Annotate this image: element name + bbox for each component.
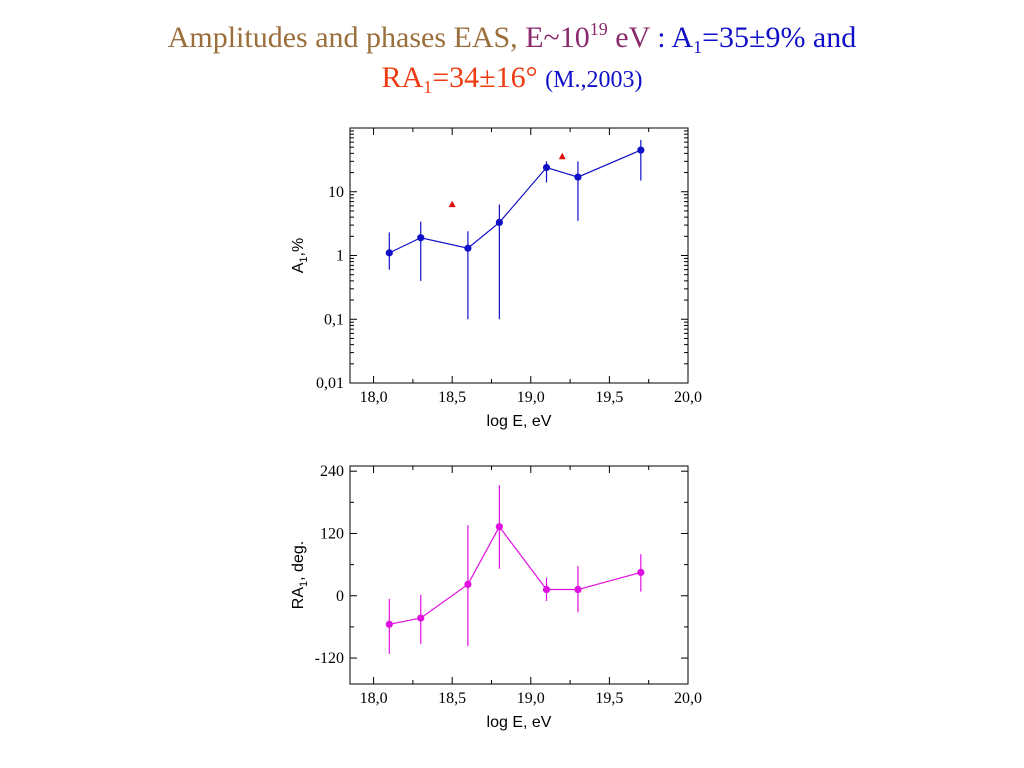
triangle-marker bbox=[448, 200, 456, 208]
y-axis-label-sub: 1 bbox=[298, 581, 310, 587]
title-reference: (M.,2003) bbox=[545, 67, 643, 93]
data-point bbox=[385, 620, 393, 628]
y-axis-label-main: A bbox=[290, 262, 307, 273]
x-tick-label: 20,0 bbox=[674, 389, 702, 406]
x-tick-label: 20,0 bbox=[674, 690, 702, 707]
data-point bbox=[464, 580, 472, 588]
y-axis-label-rest: ,% bbox=[290, 238, 307, 257]
data-point bbox=[637, 568, 645, 577]
series-line bbox=[389, 525, 641, 625]
data-point bbox=[464, 244, 472, 252]
data-point bbox=[417, 234, 425, 242]
y-tick-label: 1 bbox=[336, 248, 344, 265]
y-axis-label-main: RA bbox=[290, 587, 307, 610]
plot-frame bbox=[349, 127, 689, 384]
x-axis-label: log E, eV bbox=[487, 714, 552, 731]
triangle-marker bbox=[558, 152, 566, 160]
y-axis-label: A1,% bbox=[290, 238, 310, 273]
title-text-phase-value: =34±16° bbox=[432, 61, 538, 94]
title-energy-exponent: 19 bbox=[589, 19, 608, 39]
y-tick-label: 120 bbox=[320, 525, 344, 542]
chart-phase: 18,0 18,5 19,0 19,5 20,0 -120 0 120 240 log E, eV… bbox=[290, 463, 702, 731]
data-point bbox=[637, 146, 645, 154]
data-point bbox=[495, 523, 503, 531]
title-amplitude: : A1=35±9% and bbox=[649, 21, 857, 57]
x-tick-label: 18,5 bbox=[438, 389, 466, 406]
y-tick-label: 0,1 bbox=[324, 311, 344, 328]
title-phase: RA1=34±16° bbox=[381, 61, 538, 97]
data-point bbox=[542, 585, 551, 594]
x-axis-label: log E, eV bbox=[487, 413, 552, 430]
x-tick-label: 19,0 bbox=[517, 690, 545, 707]
plot-frame bbox=[349, 465, 689, 685]
data-point bbox=[542, 163, 551, 172]
x-tick-label: 19,0 bbox=[517, 389, 545, 406]
title-line-2: RA1=34±16° (M.,2003) bbox=[0, 58, 1024, 100]
y-tick-label: 0 bbox=[336, 588, 344, 605]
data-point bbox=[385, 249, 393, 257]
title-energy: E~1019 eV bbox=[525, 19, 650, 54]
y-tick-label: 240 bbox=[320, 463, 344, 480]
data-point bbox=[495, 218, 503, 227]
x-tick-label: 19,5 bbox=[595, 690, 623, 707]
y-tick-label: 10 bbox=[328, 184, 344, 201]
data-point bbox=[417, 614, 425, 622]
data-point bbox=[574, 585, 582, 594]
slide-title: Amplitudes and phases EAS, E~1019 eV : A… bbox=[0, 18, 1024, 100]
y-axis-label-rest: , deg. bbox=[290, 541, 307, 581]
title-amplitude-sub: 1 bbox=[693, 37, 703, 57]
x-tick-label: 18,0 bbox=[360, 389, 388, 406]
y-tick-label: -120 bbox=[315, 650, 344, 667]
title-text-amplitude: : A bbox=[649, 21, 694, 54]
x-tick-label: 19,5 bbox=[595, 389, 623, 406]
chart-amplitude: 18,0 18,5 19,0 19,5 20,0 0,01 0,1 1 10 log E, eV A… bbox=[290, 127, 702, 430]
x-tick-label: 18,0 bbox=[360, 690, 388, 707]
title-text-energy: E~10 bbox=[525, 21, 590, 54]
y-tick-label: 0,01 bbox=[316, 375, 344, 392]
y-axis-label-sub: 1 bbox=[298, 256, 310, 262]
x-tick-label: 18,5 bbox=[438, 690, 466, 707]
title-line-1: Amplitudes and phases EAS, E~1019 eV : A… bbox=[0, 18, 1024, 58]
title-text-brown: Amplitudes and phases EAS, bbox=[167, 21, 526, 54]
title-text-amplitude-value: =35±9% and bbox=[702, 21, 857, 54]
data-point bbox=[574, 173, 582, 181]
title-text-unit: eV bbox=[607, 21, 650, 54]
title-text-phase: RA bbox=[381, 61, 424, 94]
title-phase-sub: 1 bbox=[423, 77, 433, 97]
y-axis-label: RA1, deg. bbox=[290, 541, 310, 609]
series-line bbox=[389, 149, 642, 254]
